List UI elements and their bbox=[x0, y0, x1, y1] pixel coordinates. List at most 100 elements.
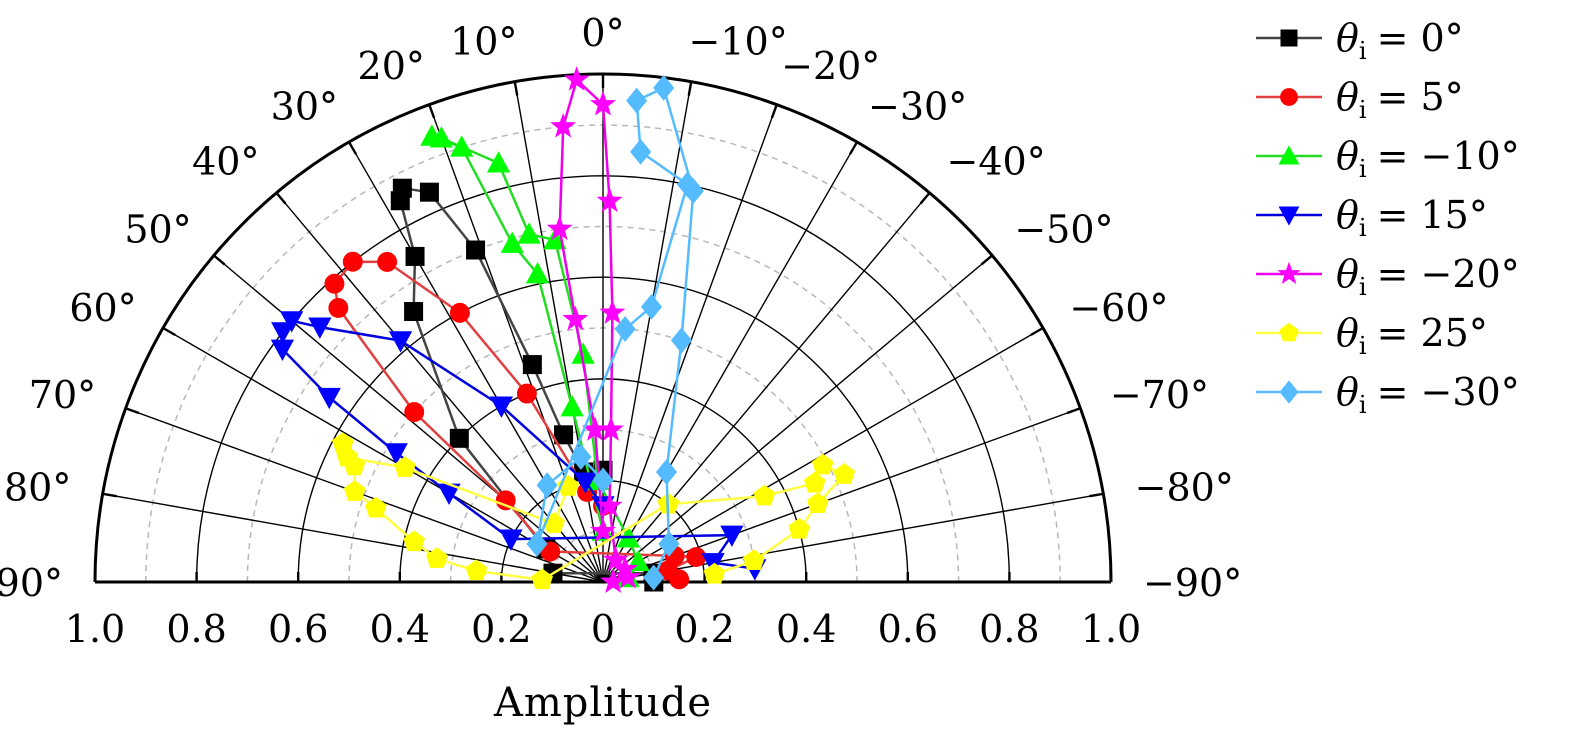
radial-tick-label: 0.6 bbox=[268, 607, 328, 651]
data-point bbox=[328, 297, 349, 318]
data-point bbox=[390, 191, 410, 211]
data-point bbox=[655, 459, 678, 485]
legend-label: θi = 15° bbox=[1336, 193, 1488, 242]
angle-tick-label: −10° bbox=[689, 19, 788, 63]
data-point bbox=[806, 492, 829, 514]
radial-tick-label: 1.0 bbox=[65, 607, 125, 651]
angle-tick-mark bbox=[687, 81, 693, 96]
data-point bbox=[600, 568, 627, 594]
data-point bbox=[403, 530, 426, 552]
radial-tick-label: 0.6 bbox=[878, 607, 938, 651]
data-point bbox=[703, 562, 726, 584]
radial-tick-label: 0 bbox=[591, 607, 615, 651]
data-point bbox=[753, 484, 776, 506]
data-point bbox=[465, 559, 488, 581]
data-point bbox=[598, 416, 624, 441]
angle-tick-labels: 0° 10° 20° 30° 40°50° 60° 70° 80° 90° −10°−20°−30… bbox=[0, 11, 1242, 605]
data-point bbox=[388, 331, 413, 353]
angle-spoke bbox=[602, 192, 931, 583]
data-point bbox=[531, 568, 553, 590]
data-point bbox=[614, 316, 636, 342]
angle-tick-mark bbox=[275, 192, 287, 205]
data-point bbox=[562, 305, 589, 331]
data-point bbox=[405, 246, 425, 266]
radial-tick-label: 0.4 bbox=[776, 607, 836, 651]
x-axis-title: Amplitude bbox=[493, 680, 712, 726]
data-point bbox=[449, 428, 469, 448]
data-point bbox=[271, 322, 295, 344]
legend-label: θi = 5° bbox=[1336, 75, 1464, 124]
radial-tick-label: 0.2 bbox=[471, 607, 531, 651]
data-point bbox=[419, 182, 439, 202]
legend-label: θi = 25° bbox=[1336, 311, 1488, 360]
data-point bbox=[630, 138, 652, 165]
legend-label: θi = 0° bbox=[1336, 16, 1464, 65]
data-point bbox=[365, 496, 387, 518]
data-point bbox=[429, 126, 454, 148]
angle-tick-label: −50° bbox=[1014, 207, 1113, 251]
data-point bbox=[466, 240, 486, 260]
angle-tick-mark bbox=[1089, 492, 1104, 498]
data-point bbox=[404, 302, 424, 322]
data-point bbox=[331, 432, 354, 453]
data-point bbox=[343, 480, 366, 501]
data-point bbox=[308, 317, 332, 339]
angle-spoke bbox=[428, 104, 604, 583]
data-point bbox=[596, 187, 623, 213]
data-point bbox=[701, 553, 725, 575]
data-point bbox=[546, 215, 573, 241]
data-point bbox=[570, 443, 592, 470]
angle-tick-label: 40° bbox=[192, 140, 259, 184]
polar-grid bbox=[93, 72, 1113, 584]
data-point bbox=[495, 490, 516, 511]
data-point bbox=[811, 453, 834, 475]
data-point bbox=[640, 293, 663, 320]
data-point bbox=[317, 387, 341, 410]
data-point bbox=[343, 454, 366, 476]
series-5 bbox=[331, 432, 856, 590]
angle-tick-mark bbox=[102, 492, 117, 498]
data-point bbox=[522, 355, 542, 375]
data-point bbox=[833, 463, 856, 484]
data-point bbox=[270, 339, 295, 361]
data-point bbox=[450, 135, 474, 157]
angle-spoke bbox=[602, 104, 778, 583]
radial-tick-label: 0.2 bbox=[674, 607, 734, 651]
angle-tick-mark bbox=[213, 254, 226, 266]
angle-tick-label: 0° bbox=[581, 11, 624, 55]
series-layer bbox=[270, 66, 856, 594]
angle-spoke bbox=[125, 407, 604, 583]
angle-tick-mark bbox=[1066, 407, 1081, 415]
angle-tick-label: −60° bbox=[1069, 286, 1168, 330]
legend-entry: θi = 5° bbox=[1256, 75, 1464, 124]
angle-spoke bbox=[102, 493, 604, 583]
data-point bbox=[384, 443, 408, 465]
data-point bbox=[280, 311, 304, 333]
data-point bbox=[602, 546, 629, 572]
data-point bbox=[500, 231, 524, 253]
angle-tick-label: 50° bbox=[124, 207, 191, 251]
legend-entry: θi = −10° bbox=[1256, 134, 1520, 183]
data-point bbox=[499, 529, 523, 551]
data-point bbox=[550, 112, 577, 138]
legend-marker bbox=[1279, 322, 1299, 342]
data-point bbox=[573, 472, 597, 494]
data-point bbox=[449, 302, 470, 323]
data-point bbox=[615, 563, 641, 589]
data-point bbox=[516, 383, 537, 404]
legend-marker bbox=[1280, 29, 1298, 47]
angle-tick-mark bbox=[848, 141, 859, 155]
data-point bbox=[590, 90, 616, 116]
data-point bbox=[590, 517, 616, 543]
angle-spoke bbox=[602, 493, 1104, 583]
angle-tick-label: −30° bbox=[868, 85, 967, 129]
angle-tick-mark bbox=[162, 326, 176, 337]
legend-label: θi = −30° bbox=[1336, 370, 1520, 419]
data-point bbox=[489, 396, 514, 418]
angle-tick-label: −90° bbox=[1143, 561, 1242, 605]
data-point bbox=[658, 530, 680, 557]
data-point bbox=[525, 262, 550, 284]
data-point bbox=[599, 299, 626, 324]
legend-marker bbox=[1278, 145, 1300, 165]
